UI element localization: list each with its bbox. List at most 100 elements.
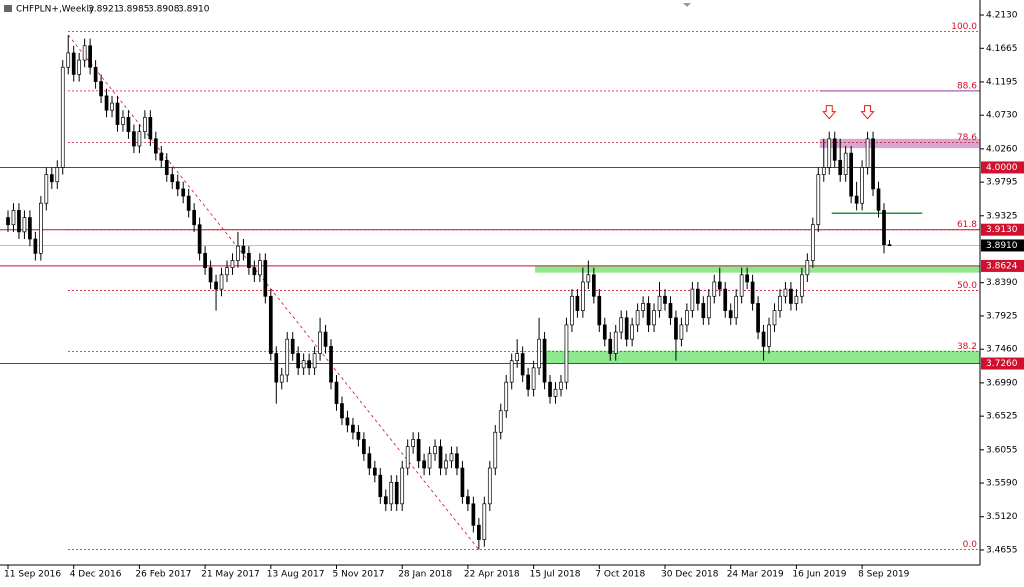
candle-body [110,102,114,111]
candle-body [66,52,71,68]
candle-body [624,317,629,340]
candle-body [400,467,405,505]
candle-body [449,453,454,462]
candle-body [225,267,229,276]
fib-label: 100.0 [951,22,977,32]
level-label: 3.8624 [986,261,1018,271]
candle-body [575,295,580,311]
candle-body [192,210,196,226]
level-label-box [981,161,1024,174]
candle-body [334,381,339,404]
candle-body [717,281,722,290]
candle-body [93,66,98,82]
header-high: 3.8985 [118,5,150,15]
price-label-box [981,239,1024,252]
candle-body [362,439,366,455]
candle-body [860,167,864,204]
candle-body [887,244,892,247]
candle-body [520,353,525,376]
candle-body [329,346,333,383]
candle-body [197,224,202,254]
header-symbol: CHFPLN+,Weekly [16,5,95,15]
candle-body [630,324,635,340]
candle-body [28,217,32,240]
candle-body [778,295,782,311]
x-tick-label: 28 Jan 2018 [398,570,452,580]
y-tick-label: 3.6525 [986,412,1018,422]
candle-body [389,481,394,505]
header-open: 3.8921 [88,5,120,15]
x-tick-label: 26 Feb 2017 [135,570,191,580]
x-tick-label: 7 Oct 2018 [595,570,645,580]
candle-body [800,274,804,297]
candle-body [208,267,213,283]
candle-body [455,453,459,469]
candle-body [515,353,520,362]
candle-body [498,410,503,433]
y-tick-label: 3.6990 [986,378,1018,388]
plot-layer: 100.0 88.6 78.6 61.8 50.0 38.2 0.0 [0,22,980,550]
candle-body [619,317,624,333]
candle-body [679,324,684,340]
candle-body [372,467,377,476]
candle-body [444,460,448,469]
candle-body [701,303,706,319]
candle-body [186,195,191,211]
candle-body [22,217,27,233]
candle-body [356,431,361,440]
candle-body [148,117,153,140]
candle-body [608,338,613,354]
candle-body [164,159,169,175]
candle-body [71,52,76,75]
level-label-box [981,357,1024,370]
candle-body [843,152,848,175]
candle-body [750,281,755,304]
candle-body [268,295,273,354]
header-close: 3.8910 [178,5,210,15]
candle-body [882,210,886,246]
candle-body [487,467,492,505]
x-tick-label: 22 Apr 2018 [464,570,520,580]
level-label-box [981,259,1024,272]
y-tick-label: 3.8390 [986,278,1018,288]
candle-body [756,303,760,333]
candle-body [597,295,602,326]
fib-label: 88.6 [957,81,977,91]
candle-body [274,353,279,383]
y-tick-label: 4.1665 [986,44,1018,54]
candle-body [82,45,87,61]
x-tick-label: 4 Dec 2016 [70,570,122,580]
header-low: 3.8908 [148,5,180,15]
level-label: 4.0000 [986,163,1018,173]
y-tick-label: 3.9795 [986,178,1018,188]
header-icon [4,5,12,12]
candle-body [723,288,728,311]
candle-body [427,453,432,469]
candle-body [340,403,344,419]
candle-body [38,202,43,254]
candle-body [153,138,158,154]
y-tick-label: 4.2130 [986,11,1018,21]
candle-body [247,252,251,268]
candle-body [876,188,881,211]
candle-body [695,288,700,304]
candle-body [466,496,470,505]
y-tick-label: 3.5120 [986,512,1018,522]
fib-label: 78.6 [957,133,977,143]
candle-body [635,310,640,326]
candle-body [652,310,656,326]
candle-body [794,295,799,304]
candle-body [570,295,574,326]
x-tick-label: 21 May 2017 [201,570,260,580]
candle-body [143,117,147,133]
candle-body [318,331,322,354]
candle-body [559,381,563,390]
candle-body [115,102,120,125]
zone [535,265,980,273]
candle-body [745,274,749,283]
x-tick-label: 8 Sep 2019 [858,570,910,580]
candle-body [849,152,854,197]
candle-body [11,210,16,226]
candle-body [663,295,667,304]
